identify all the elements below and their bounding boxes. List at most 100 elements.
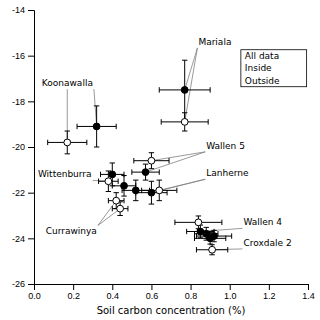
- axis-line: [28, 11, 35, 285]
- tick-label: 1.2: [263, 291, 276, 301]
- tick-label: 1.0: [224, 291, 237, 301]
- y-error-cap: [157, 200, 162, 201]
- tick: 1.0: [224, 284, 237, 301]
- tick-mark: [28, 101, 34, 102]
- annotation: Koonawalla: [42, 78, 93, 88]
- point: [211, 233, 218, 240]
- x-error-cap: [227, 247, 228, 252]
- x-error-cap: [112, 183, 113, 188]
- x-error-cap: [196, 233, 197, 238]
- legend-entry: All data: [245, 51, 279, 61]
- x-error-cap: [208, 119, 209, 124]
- x-error-cap: [176, 188, 177, 193]
- point: [117, 205, 124, 212]
- series: [77, 60, 232, 244]
- x-axis: 0.00.20.40.60.81.01.21.4: [28, 284, 315, 301]
- y-error-cap: [157, 180, 162, 181]
- point: [121, 182, 128, 189]
- tick: 1.2: [263, 284, 276, 301]
- annotation: Croxdale 2: [243, 238, 291, 248]
- point: [181, 118, 188, 125]
- x-error-cap: [77, 124, 78, 129]
- x-error-cap: [131, 169, 132, 174]
- x-error-cap: [100, 172, 101, 177]
- tick-mark: [308, 284, 309, 290]
- y-error-cap: [121, 175, 126, 176]
- y-error-cap: [94, 147, 99, 148]
- x-error-cap: [159, 87, 160, 92]
- legend-box: [241, 50, 307, 87]
- x-error-cap: [159, 169, 160, 174]
- tick: -16: [12, 51, 34, 61]
- y-error-cap: [133, 180, 138, 181]
- tick: 0.2: [67, 284, 80, 301]
- tick: -14: [12, 5, 34, 15]
- x-error-cap: [194, 236, 195, 241]
- tick-mark: [28, 56, 34, 57]
- y-error-cap: [143, 180, 148, 181]
- legend-entry: Outside: [245, 76, 280, 86]
- y-error-cap: [182, 60, 187, 61]
- x-error-cap: [112, 206, 113, 211]
- y-error-cap: [143, 164, 148, 165]
- tick-mark: [112, 284, 113, 290]
- annotation-leader: [146, 152, 206, 172]
- y-error-cap: [110, 162, 115, 163]
- point: [195, 219, 202, 226]
- tick-label: 0.8: [185, 291, 198, 301]
- y-axis: -26 -24 -22 -20 -18 -16 -14: [12, 5, 35, 289]
- tick: -20: [12, 142, 34, 152]
- point: [181, 87, 188, 94]
- y-error-cap: [106, 191, 111, 192]
- annotation: Mariala: [198, 37, 231, 47]
- tick: 0.4: [107, 284, 120, 301]
- legend-entry: Inside: [245, 63, 272, 73]
- tick-label: -20: [12, 142, 25, 152]
- tick-mark: [269, 284, 270, 290]
- x-error-cap: [116, 124, 117, 129]
- tick: -24: [12, 234, 34, 244]
- tick-label: 0.6: [146, 291, 159, 301]
- tick-mark: [28, 10, 34, 11]
- series: [48, 113, 228, 255]
- tick-label: 1.4: [302, 291, 315, 301]
- tick-mark: [191, 284, 192, 290]
- annotation-leader: [185, 48, 198, 122]
- x-error-cap: [118, 179, 119, 184]
- tick-mark: [28, 147, 34, 148]
- point: [142, 169, 149, 176]
- tick-label: -14: [12, 5, 25, 15]
- x-error-cap: [86, 140, 87, 145]
- x-error-cap: [98, 179, 99, 184]
- plot-area: [48, 60, 232, 255]
- tick-label: -18: [12, 97, 25, 107]
- x-error-cap: [231, 233, 232, 238]
- chart: 0.00.20.40.60.81.01.21.4-26-24-22-20-18-…: [0, 0, 320, 320]
- x-error-cap: [108, 198, 109, 203]
- x-error-cap: [221, 220, 222, 225]
- point: [113, 197, 120, 204]
- annotation: Currawinya: [46, 226, 97, 236]
- annotation: Lanherne: [206, 168, 249, 178]
- y-error-cap: [209, 254, 214, 255]
- annotation-leader: [98, 209, 120, 226]
- tick-label: -24: [12, 234, 25, 244]
- tick-mark: [151, 284, 152, 290]
- annotation-leader: [151, 152, 205, 161]
- point: [93, 123, 100, 130]
- x-error-cap: [127, 206, 128, 211]
- point: [156, 187, 163, 194]
- tick: -26: [12, 279, 34, 289]
- tick-label: 0.4: [107, 291, 120, 301]
- axis-line: [35, 285, 309, 291]
- x-error-cap: [186, 229, 187, 234]
- tick-mark: [73, 284, 74, 290]
- x-error-cap: [196, 247, 197, 252]
- y-error-cap: [182, 112, 187, 113]
- annotations: MarialaKoonawallaWittenburraWallen 5Lanh…: [38, 37, 292, 248]
- tick: -22: [12, 188, 34, 198]
- point: [109, 171, 116, 178]
- tick: -18: [12, 97, 34, 107]
- point: [132, 187, 139, 194]
- x-error-cap: [174, 220, 175, 225]
